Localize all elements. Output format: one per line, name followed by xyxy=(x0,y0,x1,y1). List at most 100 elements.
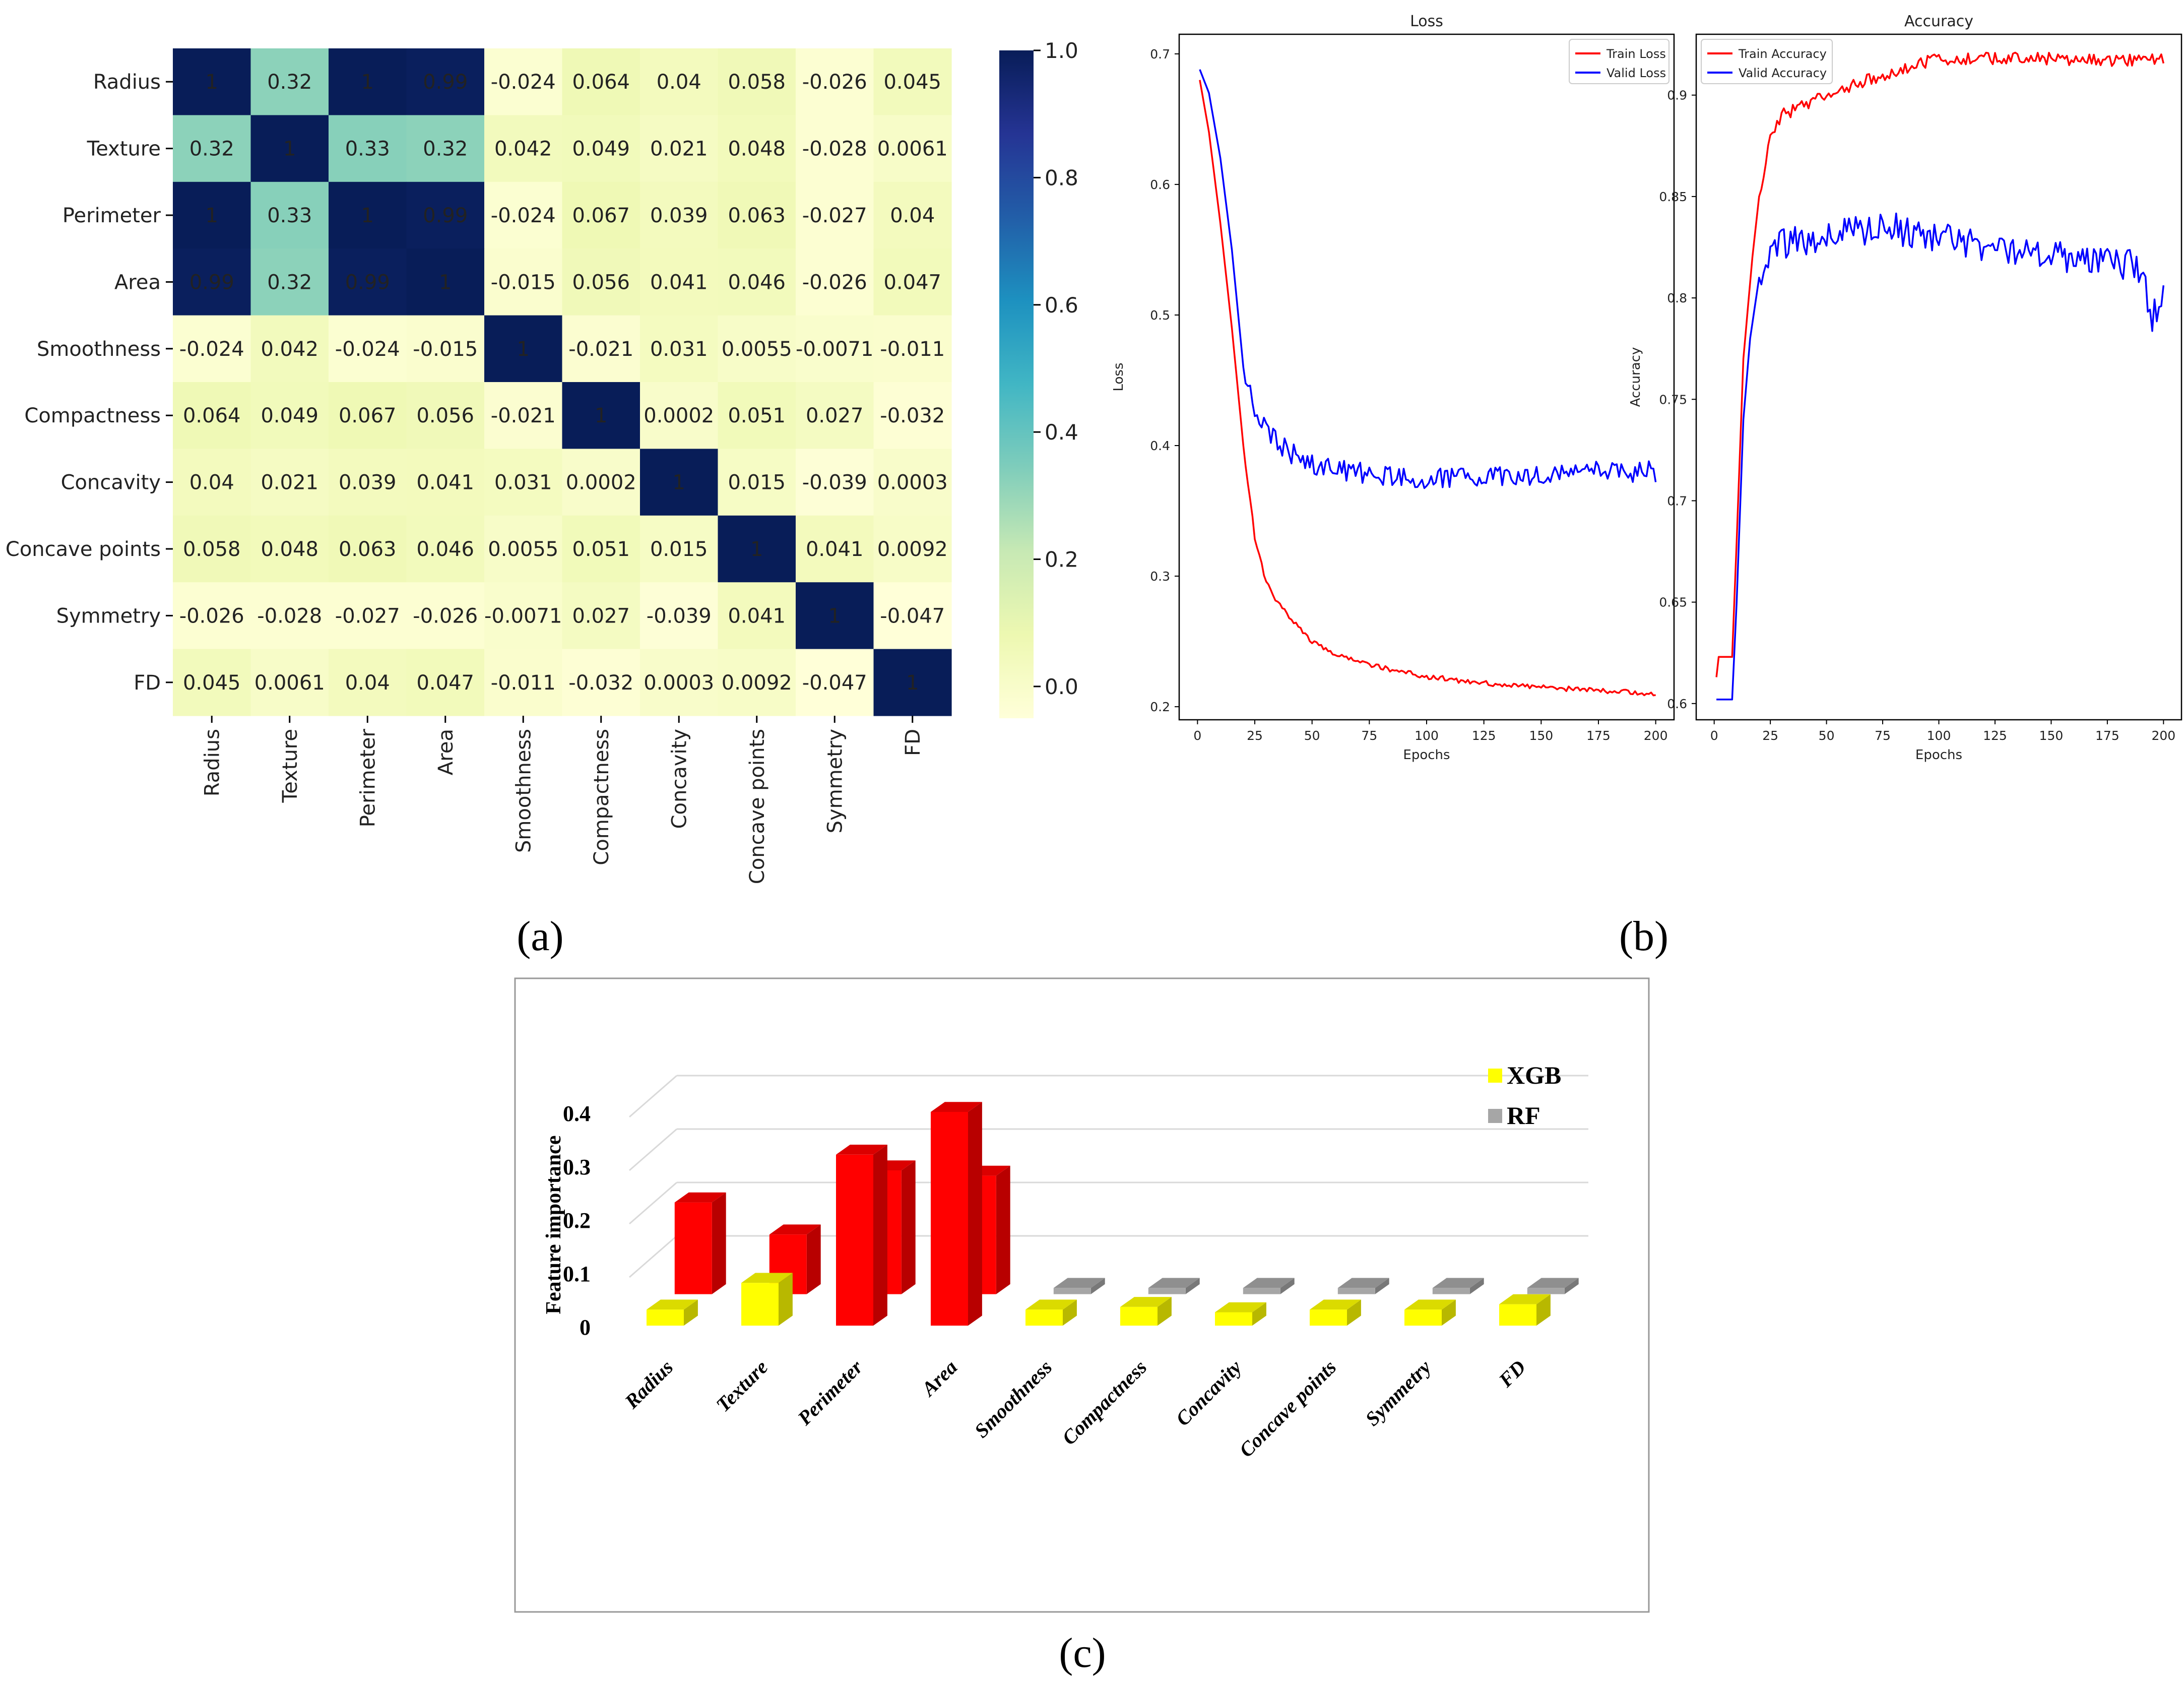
heatmap-cell xyxy=(562,315,640,383)
heatmap-cell-label: -0.039 xyxy=(647,604,712,628)
chart-c-gridline-diagonal xyxy=(629,1128,677,1171)
heatmap-cell xyxy=(718,449,796,516)
heatmap-cell xyxy=(640,48,719,115)
heatmap-cell-label: 0.04 xyxy=(890,204,935,227)
heatmap-col-label: Radius xyxy=(201,729,224,796)
heatmap-cell-label: 0.039 xyxy=(339,471,397,494)
accuracy-y-axis-label: Accuracy xyxy=(1628,347,1643,407)
chart-c-bar-xgb-front xyxy=(1120,1306,1158,1326)
heatmap-cell-label: -0.024 xyxy=(179,338,244,361)
heatmap-cell xyxy=(640,115,719,182)
heatmap-cell-label: -0.039 xyxy=(802,471,867,494)
loss-x-tick-label: 200 xyxy=(1644,728,1668,743)
heatmap-cell xyxy=(718,315,796,383)
heatmap-cell-label: 0.047 xyxy=(883,271,941,294)
chart-c-bar-xgb-front xyxy=(1310,1309,1347,1326)
heatmap-row-label: Compactness xyxy=(24,404,161,427)
heatmap-row-label: Concavity xyxy=(61,471,161,494)
heatmap-cell-label: 0.048 xyxy=(728,138,786,161)
chart-c-bar-xgb-side xyxy=(968,1102,982,1326)
loss-x-tick-label: 25 xyxy=(1247,728,1263,743)
heatmap-cell-label: 0.058 xyxy=(728,71,786,94)
chart-c-bar-xgb-front xyxy=(931,1112,968,1326)
chart-c-bar-rf-side xyxy=(1280,1278,1295,1294)
chart-c-bar-xgb-top xyxy=(836,1145,887,1155)
heatmap-cell-label: -0.026 xyxy=(802,271,867,294)
accuracy-chart: Accuracy 0 25 50 75 100 125 150 175 200 0.6 0.65 0.7… xyxy=(1628,13,2182,763)
heatmap-cell xyxy=(406,449,485,516)
heatmap-cell-label: 0.067 xyxy=(572,204,630,227)
accuracy-x-tick-label: 150 xyxy=(2039,728,2064,743)
heatmap-cell xyxy=(640,515,719,583)
heatmap-cell xyxy=(873,449,952,516)
accuracy-y-tick-label: 0.8 xyxy=(1667,291,1687,305)
chart-c-bar-xgb-side xyxy=(1252,1302,1266,1326)
heatmap-cell xyxy=(718,582,796,650)
heatmap-cell xyxy=(329,115,407,182)
accuracy-y-tick-label: 0.75 xyxy=(1659,392,1687,407)
heatmap-cell-label: 0.021 xyxy=(650,138,708,161)
heatmap-cell-label: 1 xyxy=(595,404,607,427)
heatmap-cell xyxy=(250,48,329,115)
heatmap-cell xyxy=(329,382,407,449)
accuracy-y-tick-label: 0.65 xyxy=(1659,595,1687,610)
chart-c-bar-xgb-top xyxy=(1310,1299,1361,1310)
chart-c-bar-rf-top xyxy=(1527,1278,1579,1288)
heatmap-cell xyxy=(562,649,640,716)
heatmap-cell xyxy=(406,315,485,383)
chart-c-bar-rf-side xyxy=(1185,1278,1200,1294)
heatmap-cell-label: 0.063 xyxy=(339,538,397,561)
heatmap-cell-label: 0.04 xyxy=(189,471,234,494)
heatmap-chart: 1 0.32 1 0.99 -0.024 0.064 0.04 0.058 -0.026 0.04… xyxy=(6,48,952,884)
heatmap-cell-label: 0.0061 xyxy=(254,671,325,695)
chart-c-bar-xgb-top xyxy=(1404,1299,1456,1310)
heatmap-cell-label: 0.039 xyxy=(650,204,708,227)
heatmap-cell xyxy=(329,181,407,249)
heatmap-cell-label: -0.032 xyxy=(880,404,945,427)
heatmap-cell xyxy=(484,115,563,182)
accuracy-legend-label: Train Accuracy xyxy=(1738,47,1827,61)
loss-x-tick-label: 50 xyxy=(1304,728,1320,743)
heatmap-cell-label: 1 xyxy=(439,271,452,294)
heatmap-col-label: Concavity xyxy=(668,729,691,829)
accuracy-x-axis-label: Epochs xyxy=(1915,747,1962,763)
colorbar-tick-label: 0.0 xyxy=(1045,674,1078,699)
heatmap-cell xyxy=(562,248,640,316)
chart-c-bar-xgb-side xyxy=(779,1273,793,1326)
heatmap-cell xyxy=(250,515,329,583)
heatmap-cell xyxy=(718,48,796,115)
chart-c-bar-xgb-side xyxy=(1442,1299,1456,1326)
heatmap-cell xyxy=(484,449,563,516)
chart-c-bar-rf-front xyxy=(1053,1288,1091,1294)
heatmap-cell xyxy=(562,582,640,650)
heatmap-cell xyxy=(173,649,251,716)
loss-legend-label: Valid Loss xyxy=(1607,66,1666,80)
heatmap-cell xyxy=(718,115,796,182)
heatmap-cell-label: 0.042 xyxy=(494,138,552,161)
heatmap-cell-label: 0.041 xyxy=(806,538,864,561)
heatmap-cell xyxy=(329,449,407,516)
chart-c-bar-xgb-top xyxy=(931,1102,982,1112)
heatmap-cell xyxy=(173,115,251,182)
chart-c-bar-xgb-front xyxy=(1215,1312,1252,1326)
heatmap-cell xyxy=(796,382,874,449)
loss-y-tick-label: 0.3 xyxy=(1150,569,1170,584)
chart-c-bar-xgb-front xyxy=(1499,1304,1536,1326)
chart-c-bar-xgb-top xyxy=(1215,1302,1266,1313)
loss-title: Loss xyxy=(1410,13,1443,30)
heatmap-col-label: Concave points xyxy=(746,729,769,884)
heatmap-cell-label: 0.058 xyxy=(183,538,241,561)
chart-c-y-tick-label: 0.3 xyxy=(563,1155,591,1179)
chart-c-bar-rf-front xyxy=(1243,1288,1280,1294)
heatmap-row-label: Symmetry xyxy=(56,604,161,628)
heatmap-cell xyxy=(562,449,640,516)
heatmap-cell-label: 0.99 xyxy=(423,204,468,227)
heatmap-cell xyxy=(640,382,719,449)
heatmap-cell-label: -0.026 xyxy=(179,604,244,628)
heatmap-cell-label: -0.024 xyxy=(491,204,556,227)
accuracy-x-tick-label: 100 xyxy=(1927,728,1951,743)
heatmap-cell xyxy=(406,649,485,716)
heatmap-cell-label: -0.0071 xyxy=(796,338,873,361)
accuracy-x-tick-label: 175 xyxy=(2095,728,2119,743)
